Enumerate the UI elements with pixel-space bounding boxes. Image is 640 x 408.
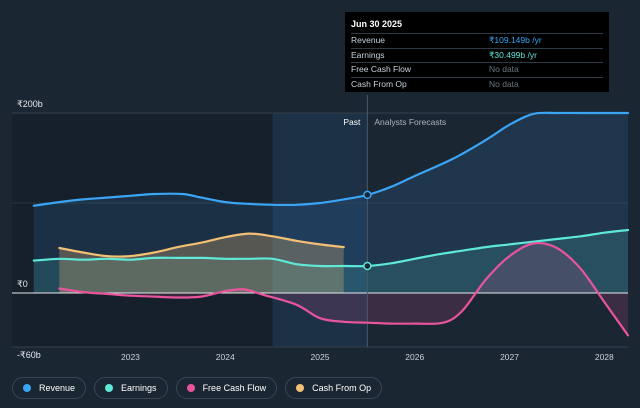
tooltip-label: Cash From Op (351, 78, 407, 89)
x-tick-label: 2023 (121, 352, 140, 362)
x-tick-label: 2027 (500, 352, 519, 362)
legend-item-earnings[interactable]: Earnings (94, 377, 168, 399)
chart-legend: Revenue Earnings Free Cash Flow Cash Fro… (12, 377, 383, 399)
legend-label: Cash From Op (312, 383, 372, 393)
x-tick-label: 2024 (216, 352, 235, 362)
data-tooltip: Jun 30 2025 Revenue ₹109.149b /yr Earnin… (345, 12, 609, 92)
tooltip-value: ₹109.149b (489, 35, 530, 45)
tooltip-date: Jun 30 2025 (351, 19, 403, 29)
highlight-band (272, 113, 368, 347)
legend-item-revenue[interactable]: Revenue (12, 377, 87, 399)
y-tick-label: ₹0 (17, 279, 28, 289)
marker-revenue (363, 190, 372, 200)
legend-dot-icon (296, 384, 305, 392)
line-earnings (32, 228, 630, 268)
tooltip-row-cash-from-op: Cash From Op No data (351, 76, 603, 92)
x-tick-label: 2026 (405, 352, 424, 362)
x-tick-label: 2025 (311, 352, 330, 362)
area-free-cash-flow (59, 243, 628, 336)
legend-item-free-cash-flow[interactable]: Free Cash Flow (175, 377, 278, 399)
tooltip-value: ₹30.499b (489, 49, 526, 60)
marker-earnings (363, 261, 372, 271)
y-tick-label: ₹200b (17, 99, 43, 109)
line-free-cash-flow (58, 241, 630, 337)
legend-label: Free Cash Flow (202, 383, 267, 393)
tooltip-unit: /yr (525, 49, 537, 60)
tooltip-value: No data (489, 64, 519, 74)
line-revenue (32, 111, 630, 207)
tooltip-row-free-cash-flow: Free Cash Flow No data (351, 62, 603, 77)
tooltip-value: No data (489, 78, 519, 89)
x-tick-label: 2028 (595, 352, 614, 362)
legend-dot-icon (105, 384, 114, 392)
forecast-label: Analysts Forecasts (374, 117, 446, 127)
legend-dot-icon (186, 384, 195, 392)
tooltip-label: Earnings (351, 49, 385, 60)
legend-item-cash-from-op[interactable]: Cash From Op (285, 377, 383, 399)
past-region (12, 113, 368, 347)
tooltip-label: Free Cash Flow (351, 64, 411, 74)
tooltip-row-revenue: Revenue ₹109.149b /yr (351, 33, 603, 48)
past-label: Past (343, 117, 361, 127)
line-cash-from-op (58, 232, 345, 258)
y-tick-label: -₹60b (17, 350, 41, 360)
area-cash-from-op (59, 233, 344, 293)
legend-label: Revenue (39, 383, 76, 393)
tooltip-row-earnings: Earnings ₹30.499b /yr (351, 47, 603, 63)
legend-dot-icon (23, 384, 31, 392)
area-earnings (33, 230, 628, 293)
tooltip-unit: /yr (529, 35, 542, 45)
tooltip-label: Revenue (351, 35, 386, 45)
legend-label: Earnings (121, 383, 157, 393)
